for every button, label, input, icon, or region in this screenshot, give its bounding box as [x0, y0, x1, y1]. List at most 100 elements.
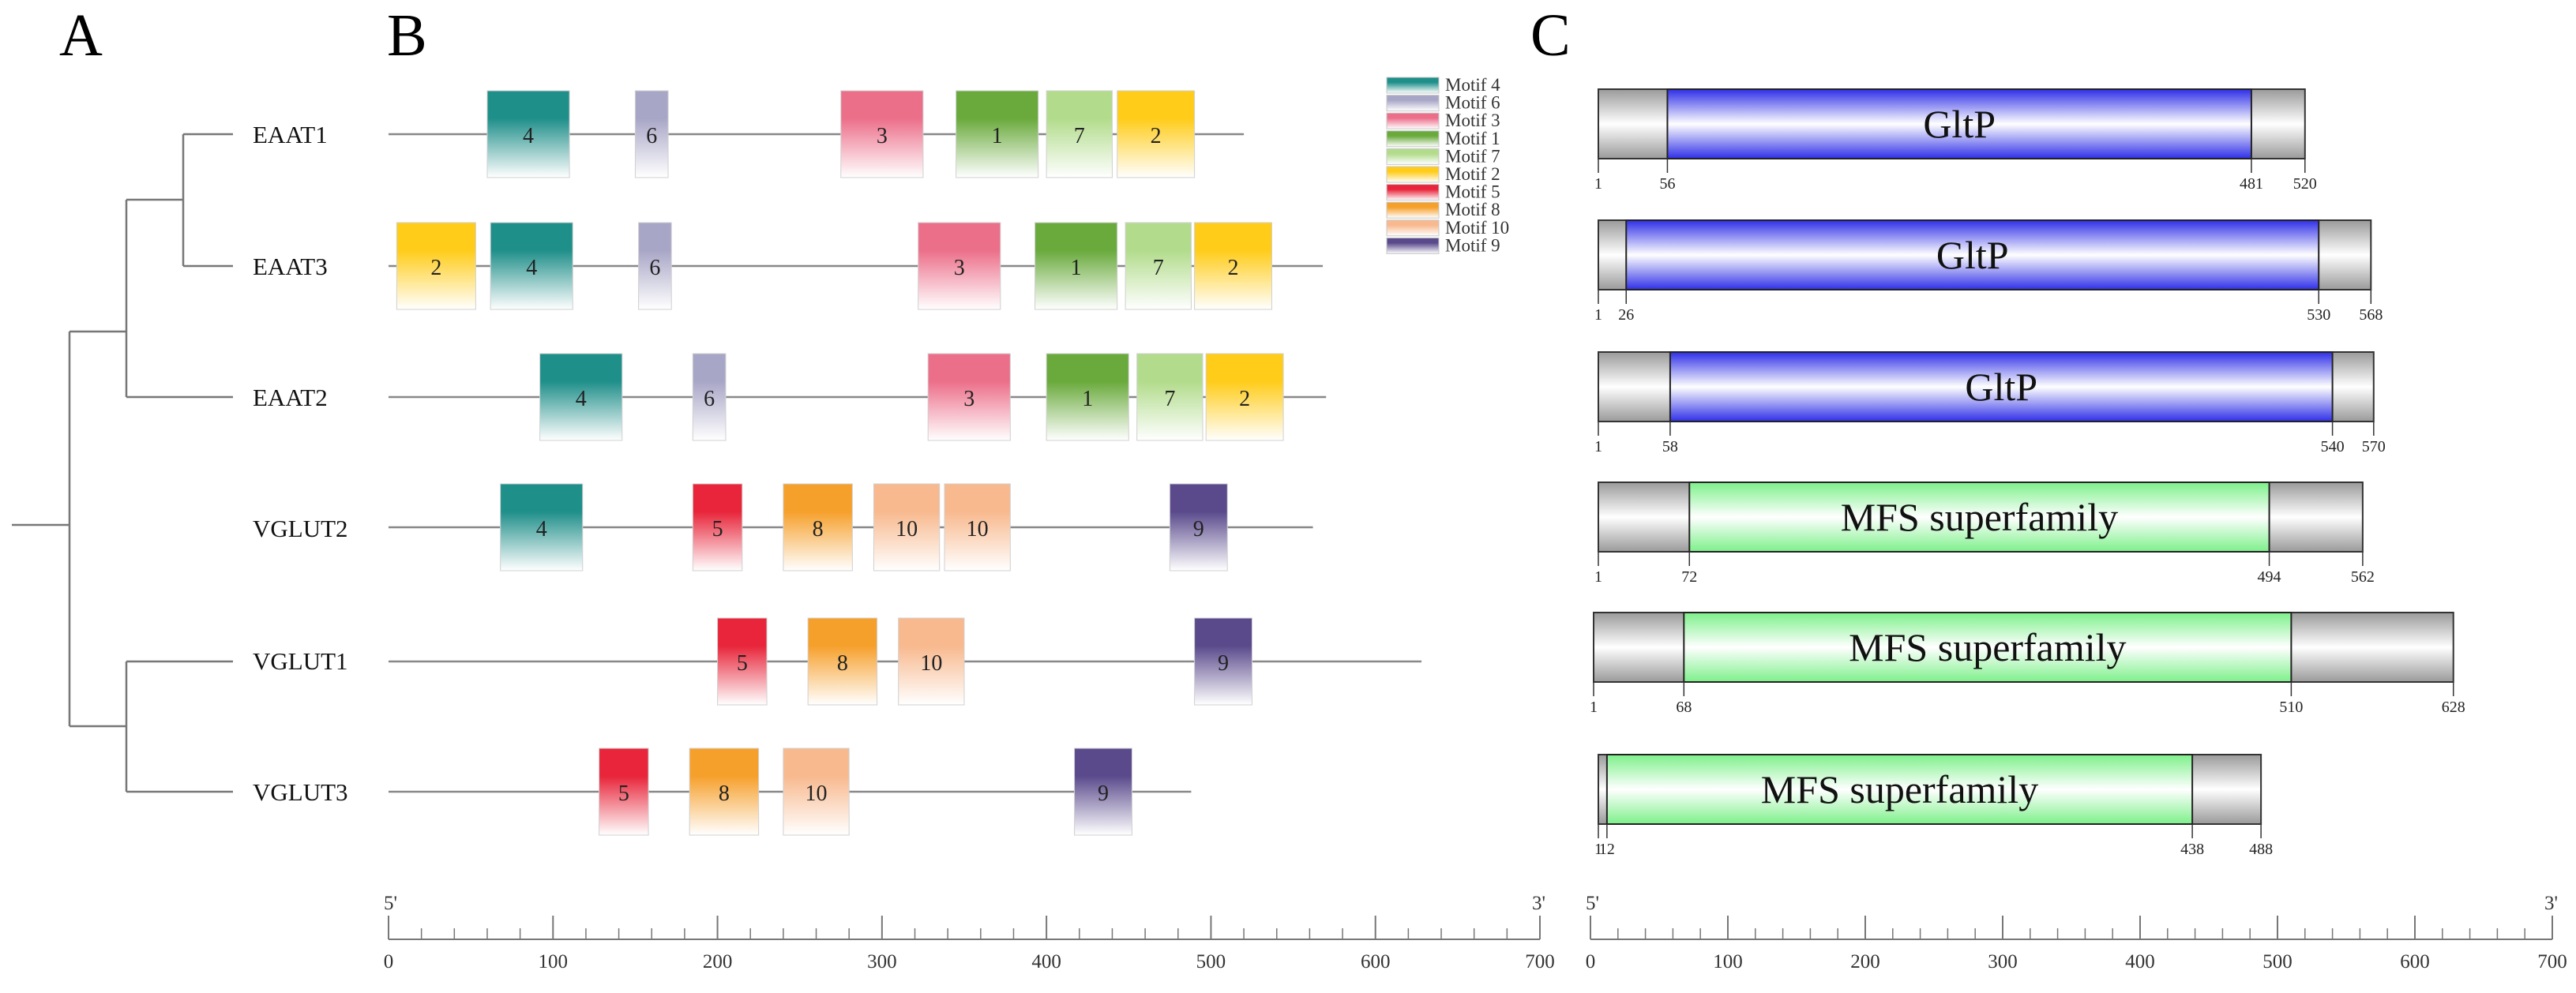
motif-box [898, 617, 965, 706]
position-label: 1 [1594, 438, 1602, 455]
motif-box [689, 748, 760, 836]
legend-swatch [1386, 201, 1440, 219]
motif-box [638, 222, 672, 310]
domain-label: GltP [1923, 102, 1996, 146]
position-label: 510 [2279, 699, 2303, 716]
legend-swatch [1386, 112, 1440, 129]
domain-box [1683, 612, 2292, 683]
position-label: 481 [2240, 175, 2263, 193]
motif-number: 10 [967, 517, 989, 541]
position-label: 1 [1594, 306, 1602, 324]
panel-label-b: B [387, 2, 427, 69]
domain-box [1666, 88, 2252, 159]
motif-box [944, 483, 1011, 571]
motif-number: 1 [1071, 256, 1082, 280]
position-label: 494 [2258, 568, 2281, 586]
motif-box [1074, 748, 1132, 836]
gene-label: VGLUT2 [253, 515, 348, 542]
legend-swatch [1386, 166, 1440, 183]
motif-number: 6 [649, 256, 660, 280]
motif-number: 10 [805, 781, 828, 806]
motif-number: 9 [1193, 517, 1204, 541]
motif-number: 4 [526, 256, 537, 280]
domain-label: MFS superfamily [1761, 767, 2038, 811]
motif-number: 7 [1074, 124, 1085, 148]
motif-box [490, 222, 573, 310]
motif-box [873, 483, 941, 571]
motif-number: 4 [576, 387, 587, 411]
three-prime-label: 3' [2544, 893, 2558, 914]
gene-label: EAAT3 [253, 253, 328, 280]
position-label: 488 [2249, 841, 2273, 858]
axis-tick-label: 100 [1713, 951, 1743, 972]
legend-label: Motif 8 [1445, 200, 1500, 219]
motif-box [783, 483, 853, 571]
legend-swatch [1386, 184, 1440, 201]
motif-box [486, 90, 570, 178]
motif-number: 10 [896, 517, 918, 541]
motif-number: 3 [877, 124, 888, 148]
motif-number: 5 [618, 781, 629, 806]
legend-label: Motif 9 [1445, 235, 1500, 255]
position-label: 570 [2362, 438, 2386, 455]
five-prime-label: 5' [384, 893, 397, 914]
legend-swatch [1386, 219, 1440, 237]
legend-swatch [1386, 237, 1440, 254]
legend-label: Motif 5 [1445, 182, 1500, 202]
motif-box [1035, 222, 1118, 310]
domain-box [1625, 219, 2320, 290]
motif-box [500, 483, 584, 571]
motif-number: 2 [1228, 256, 1239, 280]
motif-number: 8 [837, 651, 848, 676]
legend-swatch [1386, 148, 1440, 165]
domain-label: GltP [1965, 365, 2037, 409]
motif-box [1169, 483, 1228, 571]
axis-tick-label: 700 [2537, 951, 2567, 972]
gene-label: EAAT2 [253, 384, 328, 411]
legend-label: Motif 6 [1445, 93, 1500, 113]
gene-label: VGLUT3 [253, 778, 348, 806]
motif-number: 10 [920, 651, 942, 676]
domain-box [1669, 351, 2334, 422]
axis-tick-label: 400 [1031, 951, 1061, 972]
motif-box [599, 748, 649, 836]
motif-number: 4 [523, 124, 534, 148]
motif-number: 7 [1164, 387, 1175, 411]
axis-tick-label: 600 [1361, 951, 1391, 972]
position-label: 26 [1618, 306, 1634, 324]
position-label: 12 [1599, 841, 1615, 858]
position-label: 58 [1662, 438, 1678, 455]
domain-label: GltP [1936, 233, 2009, 277]
motif-box [1194, 222, 1272, 310]
legend-label: Motif 3 [1445, 111, 1500, 130]
motif-box [1194, 617, 1252, 706]
domain-box [1688, 482, 2270, 553]
motif-box [692, 353, 727, 441]
motif-number: 3 [963, 387, 974, 411]
motif-box [918, 222, 1001, 310]
motif-box [783, 748, 850, 836]
axis-b: 0 100 200 300 400 500 600 700 5' 3' [384, 893, 1555, 972]
motif-number: 8 [813, 517, 824, 541]
motif-number: 3 [954, 256, 965, 280]
position-label: 540 [2321, 438, 2345, 455]
axis-tick-label: 600 [2400, 951, 2430, 972]
axis-tick-label: 100 [539, 951, 569, 972]
motif-box [956, 90, 1039, 178]
legend-label: Motif 1 [1445, 129, 1500, 148]
axis-tick-label: 0 [384, 951, 394, 972]
motif-box [634, 90, 669, 178]
position-label: 1 [1594, 841, 1602, 858]
axis-tick-label: 200 [703, 951, 733, 972]
position-label: 1 [1590, 699, 1598, 716]
position-label: 56 [1659, 175, 1675, 193]
position-label: 72 [1681, 568, 1697, 586]
motif-box [840, 90, 924, 178]
axis-tick-label: 300 [1988, 951, 2018, 972]
position-label: 628 [2442, 699, 2465, 716]
motif-number: 2 [1151, 124, 1162, 148]
motif-box [539, 353, 623, 441]
legend-label: Motif 2 [1445, 164, 1500, 184]
motif-box [717, 617, 768, 706]
